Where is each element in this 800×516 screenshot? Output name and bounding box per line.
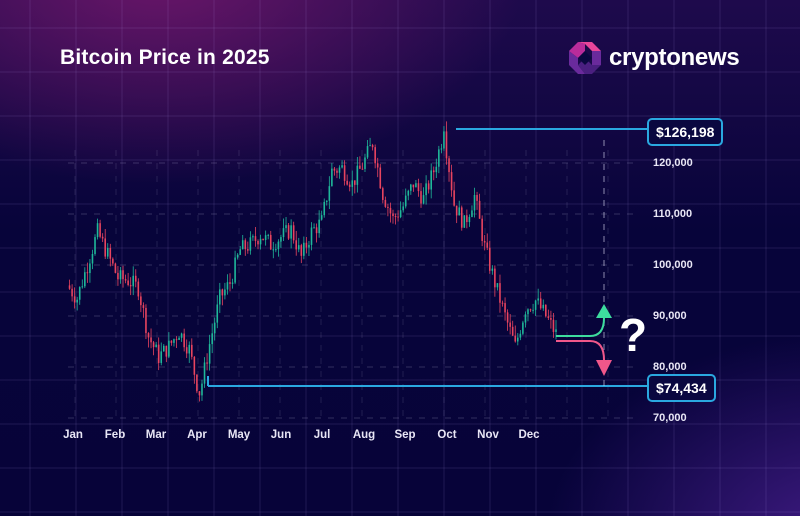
brand-name: cryptonews [609,44,740,71]
x-tick-aug: Aug [352,429,376,441]
y-tick-80000: 80,000 [653,361,687,373]
y-tick-110000: 110,000 [653,208,693,220]
x-tick-mar: Mar [145,429,167,441]
y-tick-70000: 70,000 [653,412,687,424]
y-tick-120000: 120,000 [653,157,693,169]
y-tick-90000: 90,000 [653,310,687,322]
high-price-label: $126,198 [647,118,724,146]
x-tick-oct: Oct [437,429,457,441]
x-tick-jun: Jun [270,429,292,441]
chart-title: Bitcoin Price in 2025 [60,46,270,69]
x-tick-may: May [227,429,251,441]
x-tick-jan: Jan [63,429,83,441]
y-tick-100000: 100,000 [653,259,693,271]
x-tick-jul: Jul [313,429,331,441]
low-price-label: $74,434 [647,374,716,402]
x-tick-dec: Dec [518,429,540,441]
x-tick-feb: Feb [104,429,126,441]
forecast-question-mark: ? [619,309,648,361]
cryptonews-logo-icon [569,42,601,74]
x-tick-nov: Nov [477,429,499,441]
x-tick-sep: Sep [394,429,416,441]
brand-logo: cryptonews [567,40,740,76]
x-tick-apr: Apr [187,429,207,441]
